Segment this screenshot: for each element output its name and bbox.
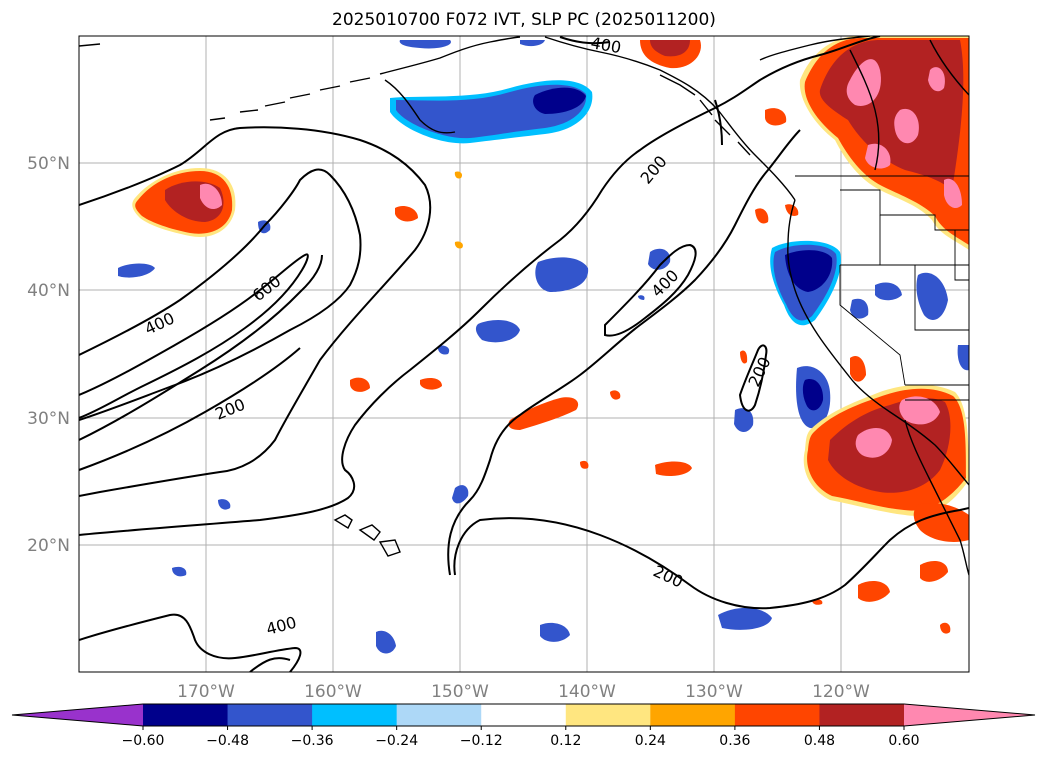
- colorbar-tick-label: −0.24: [375, 733, 418, 749]
- lat-label-50n: 50°N: [27, 154, 70, 174]
- colorbar-segment: [143, 704, 229, 726]
- colorbar-tick-label: 0.48: [804, 733, 835, 749]
- colorbar-tick-label: 0.24: [635, 733, 666, 749]
- longitude-labels: 170°W 160°W 150°W 140°W 130°W 120°W: [177, 682, 870, 702]
- colorbar-tick-label: −0.60: [122, 733, 165, 749]
- lat-label-20n: 20°N: [27, 536, 70, 556]
- colorbar-tick-label: −0.48: [206, 733, 249, 749]
- coastlines: [79, 36, 969, 576]
- map-title: 2025010700 F072 IVT, SLP PC (2025011200): [332, 10, 716, 30]
- lon-label-150w: 150°W: [431, 682, 489, 702]
- colorbar-segment: [312, 704, 398, 726]
- colorbar-segment: [650, 704, 736, 726]
- political-borders: [795, 175, 969, 401]
- colorbar-segment: [565, 704, 651, 726]
- map-border: [78, 35, 970, 673]
- latitude-labels: 50°N 40°N 30°N 20°N: [27, 154, 70, 556]
- colorbar-segment: [819, 704, 905, 726]
- colorbar-tick-label: −0.36: [291, 733, 334, 749]
- lon-label-130w: 130°W: [685, 682, 743, 702]
- slp-contours: [79, 36, 969, 672]
- lon-label-120w: 120°W: [812, 682, 870, 702]
- map-panel: [79, 36, 969, 672]
- lat-label-40n: 40°N: [27, 281, 70, 301]
- colorbar-extend-high: [904, 704, 1035, 726]
- colorbar-segment: [396, 704, 482, 726]
- colorbar-segment: [227, 704, 313, 726]
- positive-anomaly-blobs: [132, 36, 969, 634]
- lon-label-140w: 140°W: [558, 682, 616, 702]
- colorbar-tick-label: −0.12: [460, 733, 503, 749]
- lon-label-170w: 170°W: [177, 682, 235, 702]
- colorbar: −0.60 −0.48 −0.36 −0.24 −0.12 0.12 0.24 0.36 0.4…: [11, 703, 1036, 749]
- colorbar-extend-low: [12, 704, 143, 726]
- colorbar-tick-label: 0.60: [888, 733, 919, 749]
- colorbar-segment: [481, 704, 567, 726]
- colorbar-tick-label: 0.36: [719, 733, 750, 749]
- lat-label-30n: 30°N: [27, 409, 70, 429]
- contour-label: 400: [589, 33, 622, 57]
- colorbar-segment: [734, 704, 820, 726]
- lon-label-160w: 160°W: [304, 682, 362, 702]
- colorbar-tick-label: 0.12: [550, 733, 581, 749]
